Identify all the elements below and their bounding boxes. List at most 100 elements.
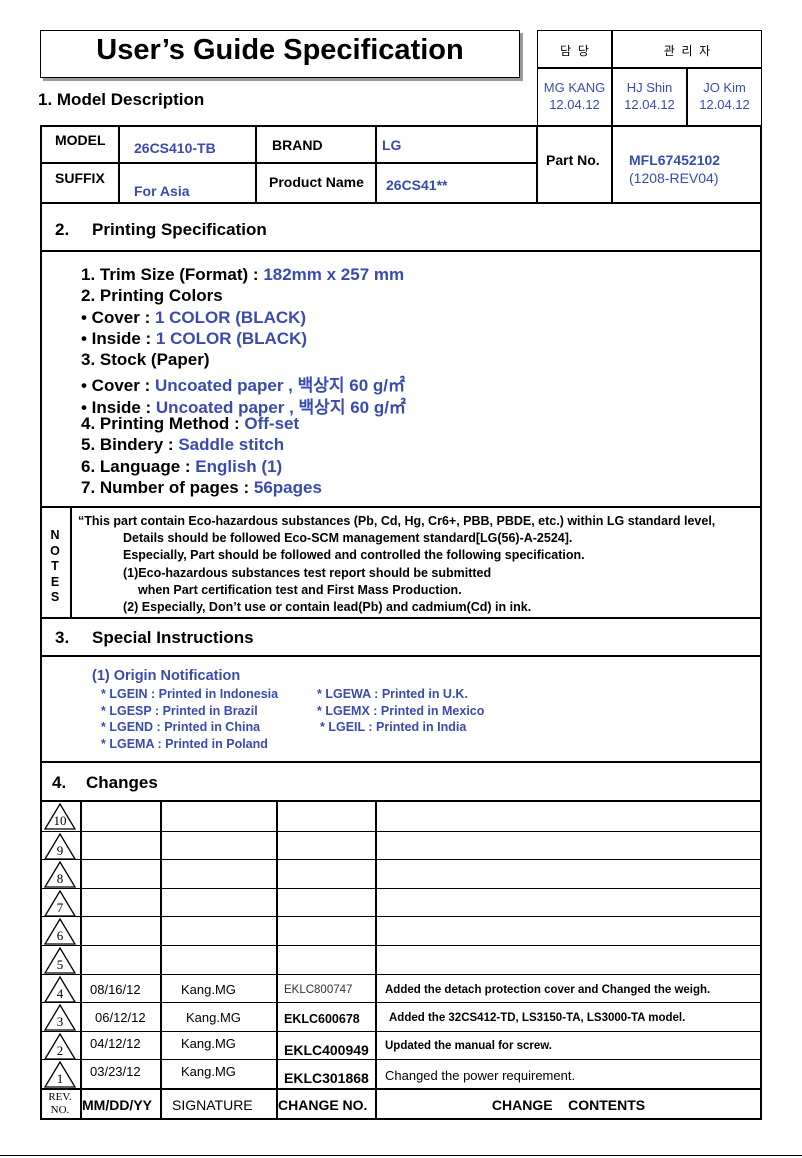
svg-text:10: 10 <box>54 813 67 828</box>
printing-spec-list: 1. Trim Size (Format) : 182mm x 257 mm 2… <box>81 265 406 499</box>
spec-item: 2. Printing Colors <box>81 286 223 306</box>
svg-text:3: 3 <box>57 1014 64 1029</box>
spec-item: 3. Stock (Paper) <box>81 350 210 370</box>
section-4-heading: Changes <box>86 773 158 792</box>
svg-text:5: 5 <box>57 957 64 972</box>
spec-item: • Inside : Uncoated paper , 백상지 60 g/㎡ <box>81 397 406 417</box>
change-row: 7 <box>40 887 762 917</box>
footer-contents: CHANGE CONTENTS <box>491 1097 646 1113</box>
change-number: EKLC400949 <box>284 1041 369 1058</box>
svg-text:4: 4 <box>57 986 64 1001</box>
footer-change-no: CHANGE NO. <box>278 1097 368 1113</box>
signer-name: JO Kim <box>703 80 746 95</box>
change-row: 8 <box>40 859 762 888</box>
spec-item: 1. Trim Size (Format) : 182mm x 257 mm <box>81 265 405 284</box>
revision-triangle-icon: 4 <box>43 975 77 1003</box>
change-row: 10 <box>40 802 762 831</box>
footer-date: MM/DD/YY <box>82 1097 152 1113</box>
section-2-heading: Printing Specification <box>92 220 267 239</box>
part-no-value: MFL67452102 <box>629 152 721 168</box>
change-signature: Kang.MG <box>181 981 236 997</box>
brand-value: LG <box>382 137 402 153</box>
change-contents: Added the detach protection cover and Ch… <box>385 983 711 996</box>
origin-list-1: * LGEIN : Printed in Indonesia * LGESP : … <box>101 687 279 751</box>
change-row: 9 <box>40 830 762 860</box>
spec-item: 5. Bindery : Saddle stitch <box>81 435 285 455</box>
change-number: EKLC600678 <box>284 1012 360 1027</box>
change-row: 4 08/16/12 Kang.MG EKLC800747 Added the deta… <box>40 973 762 1003</box>
revision-triangle-icon: 7 <box>43 889 77 917</box>
suffix-label: SUFFIX <box>55 170 105 186</box>
footer-signature: SIGNATURE <box>172 1097 253 1113</box>
part-no-revision: (1208-REV04) <box>629 170 719 186</box>
product-name-value: 26CS41** <box>386 177 448 193</box>
revision-triangle-icon: 8 <box>43 861 77 888</box>
change-contents: Added the 32CS412-TD, LS3150-TA, LS3000-… <box>389 1012 686 1025</box>
change-number: EKLC301868 <box>284 1070 369 1087</box>
change-signature: Kang.MG <box>186 1010 241 1026</box>
notes-text: “This part contain Eco-hazardous substan… <box>78 514 716 614</box>
signer-date: 12.04.12 <box>624 97 675 112</box>
signer-date: 12.04.12 <box>699 97 750 112</box>
document-title: User’s Guide Specification <box>96 34 464 66</box>
section-2-number: 2. <box>55 220 70 239</box>
footer-rev: REV. <box>48 1091 72 1103</box>
svg-text:8: 8 <box>57 871 64 886</box>
brand-label: BRAND <box>272 137 323 153</box>
section-3-number: 3. <box>55 628 70 647</box>
revision-triangle-icon: 3 <box>43 1004 77 1031</box>
signer-name: MG KANG <box>543 80 606 95</box>
change-signature: Kang.MG <box>181 1035 236 1051</box>
revision-triangle-icon: 1 <box>43 1061 77 1089</box>
product-name-label: Product Name <box>269 174 364 190</box>
title-box <box>40 30 520 78</box>
section-4-number: 4. <box>52 773 67 792</box>
change-date: 04/12/12 <box>90 1035 141 1051</box>
svg-text:9: 9 <box>57 843 64 858</box>
spec-item: 6. Language : English (1) <box>81 456 283 476</box>
change-row: 3 06/12/12 Kang.MG EKLC600678 Added the 32CS… <box>40 1002 762 1031</box>
origin-list-2: * LGEWA : Printed in U.K. * LGEMX : Print… <box>317 687 485 734</box>
svg-text:2: 2 <box>57 1043 64 1058</box>
revision-triangle-icon: 9 <box>43 832 77 860</box>
svg-text:6: 6 <box>57 928 64 943</box>
change-signature: Kang.MG <box>181 1064 236 1080</box>
spec-frame <box>40 125 762 1120</box>
change-date: 08/16/12 <box>90 981 141 997</box>
footer-no: NO. <box>50 1104 70 1116</box>
revision-triangle-icon: 2 <box>43 1032 77 1060</box>
suffix-value: For Asia <box>134 183 190 199</box>
spec-item: 4. Printing Method : Off-set <box>81 414 300 434</box>
model-value: 26CS410-TB <box>134 140 216 156</box>
changes-footer: REV. NO. MM/DD/YY SIGNATURE CHANGE NO. CH… <box>40 1088 762 1120</box>
change-row: 2 04/12/12 Kang.MG EKLC400949 Updated the ma… <box>40 1030 762 1060</box>
change-row: 5 <box>40 945 762 974</box>
spec-item: 7. Number of pages : 56pages <box>81 477 322 497</box>
spec-item: • Inside : 1 COLOR (BLACK) <box>81 328 308 348</box>
signer-date: 12.04.12 <box>549 97 600 112</box>
change-contents: Changed the power requirement. <box>385 1068 576 1084</box>
model-description-heading: 1. Model Description <box>38 90 205 109</box>
spec-item: • Cover : Uncoated paper , 백상지 60 g/㎡ <box>81 376 405 396</box>
change-contents: Updated the manual for screw. <box>385 1039 552 1052</box>
part-no-label: Part No. <box>546 152 600 168</box>
change-number: EKLC800747 <box>284 983 353 996</box>
approval-header-left: 담 당 <box>560 44 589 58</box>
change-date: 06/12/12 <box>95 1010 146 1026</box>
spec-item: • Cover : 1 COLOR (BLACK) <box>81 307 307 327</box>
svg-text:7: 7 <box>57 900 64 915</box>
section-3-heading: Special Instructions <box>92 628 254 647</box>
svg-text:1: 1 <box>57 1071 64 1086</box>
origin-notification-title: (1) Origin Notification <box>92 668 241 684</box>
page-bottom-line <box>0 1155 802 1156</box>
revision-triangle-icon: 10 <box>43 803 77 830</box>
change-date: 03/23/12 <box>90 1064 141 1080</box>
change-row: 1 03/23/12 Kang.MG EKLC301868 Changed the po… <box>40 1059 762 1089</box>
revision-triangle-icon: 5 <box>43 947 77 974</box>
approval-header-right: 관 리 자 <box>663 44 711 58</box>
signer-name: HJ Shin <box>626 80 673 95</box>
model-label: MODEL <box>55 132 106 148</box>
change-row: 6 <box>40 916 762 946</box>
revision-triangle-icon: 6 <box>43 918 77 946</box>
